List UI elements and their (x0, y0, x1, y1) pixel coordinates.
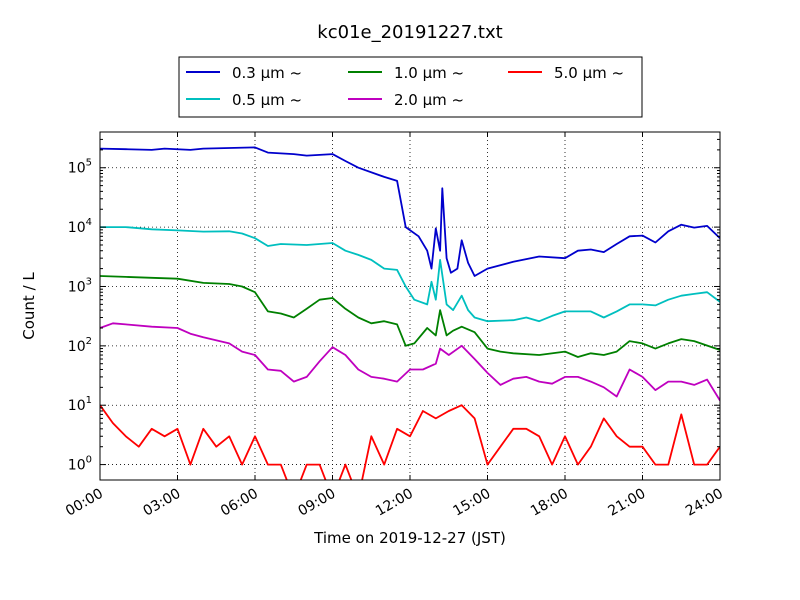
series-line-1 (100, 146, 720, 277)
y-tick-label: 102 (68, 336, 92, 355)
legend-label: 1.0 μm ~ (394, 64, 464, 82)
x-axis-label: Time on 2019-12-27 (JST) (313, 529, 506, 547)
y-tick-label: 100 (68, 455, 92, 474)
x-tick-label: 03:00 (141, 486, 184, 520)
x-tick-label: 21:00 (606, 486, 649, 520)
y-tick-label: 105 (68, 158, 92, 177)
y-tick-label: 104 (68, 217, 92, 236)
y-tick-label: 103 (68, 276, 92, 295)
y-tick-label: 101 (68, 395, 92, 414)
legend-label: 0.3 μm ~ (232, 64, 302, 82)
legend: 0.3 μm ~ 0.5 μm ~ 1.0 μm ~ 2.0 μm ~ 5.0 μm ~ (178, 56, 643, 118)
x-axis-ticks: 00:00 03:00 06:00 09:00 12:00 15:00 18:00 21:00… (63, 132, 726, 520)
chart-title: kc01e_20191227.txt (317, 22, 502, 43)
x-tick-label: 06:00 (218, 486, 261, 520)
series-line-2 (100, 226, 720, 323)
y-axis-ticks: 100 101 102 103 104 105 (68, 131, 720, 474)
x-tick-label: 24:00 (683, 486, 726, 520)
x-tick-label: 15:00 (451, 486, 494, 520)
legend-label: 0.5 μm ~ (232, 91, 302, 109)
series-line-4 (100, 322, 720, 401)
legend-label: 5.0 μm ~ (554, 64, 624, 82)
x-tick-label: 18:00 (528, 486, 571, 520)
legend-box (178, 56, 643, 118)
series-line-3 (100, 275, 720, 358)
x-tick-label: 00:00 (63, 486, 106, 520)
gridlines (100, 132, 720, 480)
series-lines (100, 146, 720, 480)
legend-label: 2.0 μm ~ (394, 91, 464, 109)
y-axis-label: Count / L (20, 272, 38, 340)
x-tick-label: 09:00 (296, 486, 339, 520)
x-tick-label: 12:00 (373, 486, 416, 520)
series-line-5 (100, 404, 720, 480)
